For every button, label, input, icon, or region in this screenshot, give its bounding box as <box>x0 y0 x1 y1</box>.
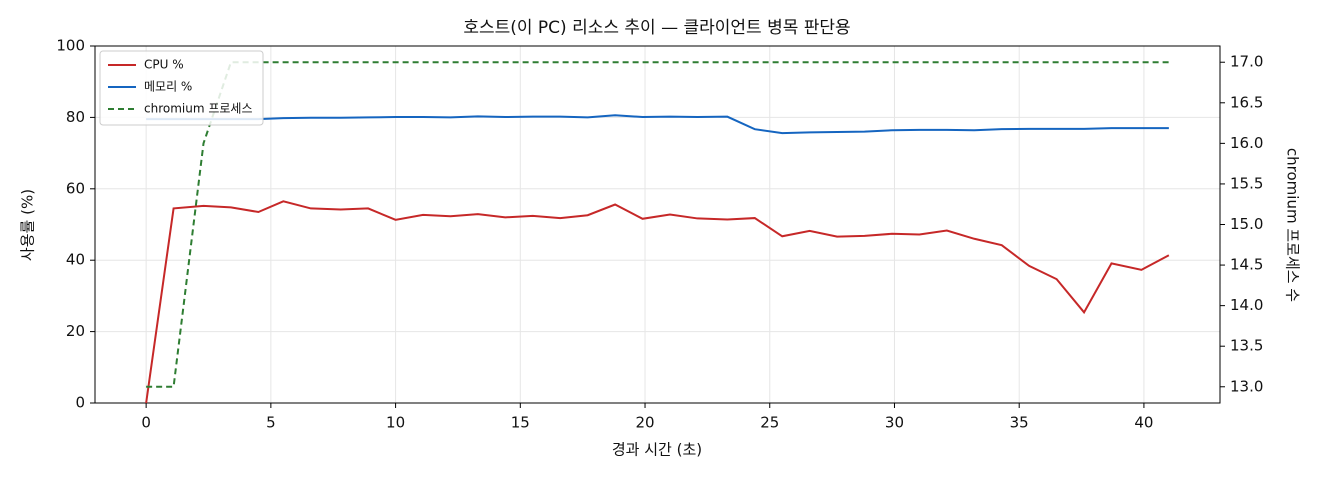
x-tick-label: 30 <box>885 414 904 432</box>
x-tick-label: 10 <box>386 414 405 432</box>
x-axis-label: 경과 시간 (초) <box>612 441 702 459</box>
legend-label: 메모리 % <box>144 80 192 94</box>
y-tick-label: 60 <box>66 179 85 197</box>
y2-tick-label: 16.5 <box>1230 93 1263 111</box>
x-tick-label: 40 <box>1134 414 1153 432</box>
y2-tick-label: 14.0 <box>1230 296 1263 314</box>
y-tick-label: 40 <box>66 251 85 269</box>
legend-label: CPU % <box>144 58 184 72</box>
y-axis-label: 사용률 (%) <box>19 189 37 261</box>
series-line <box>146 114 1169 135</box>
plot-frame <box>94 45 1221 404</box>
legend-box <box>99 50 264 126</box>
legend-label: chromium 프로세스 <box>144 102 253 116</box>
x-tick-label: 25 <box>760 414 779 432</box>
y2-tick-label: 14.5 <box>1230 256 1263 274</box>
y-tick-label: 20 <box>66 322 85 340</box>
y2-tick-label: 17.0 <box>1230 53 1263 71</box>
y-tick-label: 100 <box>56 37 85 55</box>
x-tick-label: 5 <box>266 414 276 432</box>
x-tick-label: 0 <box>141 414 151 432</box>
y-tick-label: 0 <box>75 394 85 412</box>
x-tick-label: 15 <box>511 414 530 432</box>
x-tick-label: 35 <box>1010 414 1029 432</box>
y2-tick-label: 13.0 <box>1230 377 1263 395</box>
series-line <box>145 200 1170 404</box>
y-tick-label: 80 <box>66 108 85 126</box>
y2-tick-label: 15.0 <box>1230 215 1263 233</box>
series-line <box>146 61 1169 388</box>
y2-tick-label: 13.5 <box>1230 337 1263 355</box>
x-tick-label: 20 <box>635 414 654 432</box>
y2-axis-label: chromium 프로세스 수 <box>1284 148 1302 302</box>
y2-tick-label: 16.0 <box>1230 134 1263 152</box>
y2-tick-label: 15.5 <box>1230 174 1263 192</box>
chart-title: 호스트(이 PC) 리소스 추이 — 클라이언트 병목 판단용 <box>463 18 850 38</box>
